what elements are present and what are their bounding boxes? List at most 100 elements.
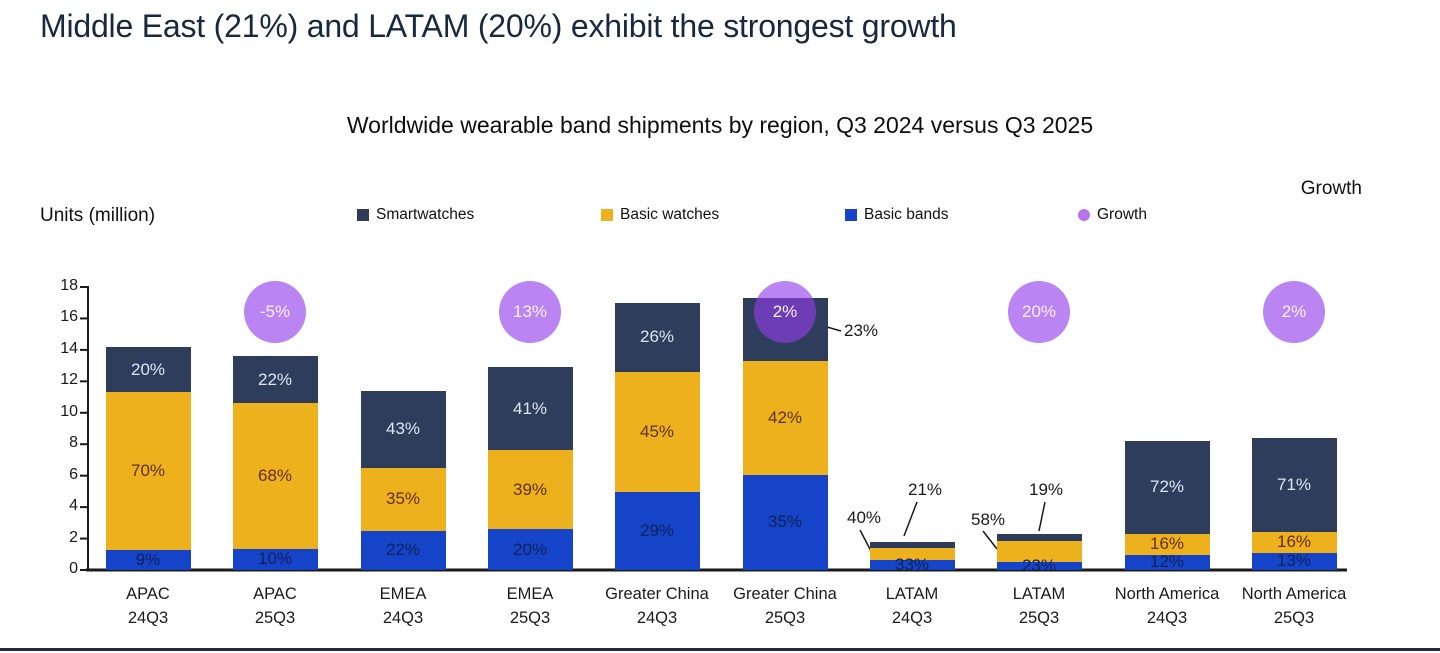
bar-segment-basic-bands: 9% (105, 549, 191, 570)
x-category-quarter: 25Q3 (764, 609, 806, 627)
x-category-region: LATAM (1012, 585, 1066, 603)
legend-item-label: Basic bands (864, 206, 949, 223)
segment-share-label: 16% (1276, 532, 1312, 552)
bar-segment-basic-bands: 22% (360, 530, 446, 570)
segment-share-label: 20% (130, 359, 166, 379)
x-category-quarter: 24Q3 (636, 609, 678, 627)
callout-leader-line (903, 501, 918, 537)
y-tick-label: 18 (60, 277, 78, 294)
growth-bubble: -5% (244, 281, 306, 343)
bar-apac-25q3: 10% 68% 22% (232, 356, 318, 570)
page-title: Middle East (21%) and LATAM (20%) exhibi… (40, 8, 957, 44)
x-category-label: North America 25Q3 (1219, 582, 1369, 630)
chart-title: Worldwide wearable band shipments by reg… (346, 112, 1094, 138)
x-category-region: LATAM (885, 585, 939, 603)
x-category-label: Greater China 24Q3 (582, 582, 732, 630)
x-category-label: EMEA 25Q3 (455, 582, 605, 630)
bar-emea-25q3: 20% 39% 41% (487, 367, 573, 570)
bar-segment-smartwatches (996, 533, 1082, 541)
x-category-label: North America 24Q3 (1092, 582, 1242, 630)
x-category-quarter: 24Q3 (1146, 609, 1188, 627)
x-category-region: North America (1241, 585, 1347, 603)
segment-share-label: 39% (512, 479, 548, 499)
bar-segment-basic-bands: 20% (487, 529, 573, 570)
segment-share-label: 43% (385, 419, 421, 439)
bar-segment-basic-bands: 23% (996, 556, 1082, 570)
legend-item-smartwatches: Smartwatches (357, 206, 474, 224)
segment-share-label: 12% (1149, 552, 1185, 570)
x-category-region: Greater China (733, 585, 837, 603)
segment-share-label: 29% (639, 521, 675, 541)
callout-share-label: 21% (907, 480, 943, 499)
segment-share-label: 22% (385, 540, 421, 560)
y-tick-label: 12 (60, 371, 78, 389)
bar-segment-basic-bands: 13% (1251, 551, 1337, 570)
x-category-quarter: 25Q3 (1273, 609, 1315, 627)
bar-segment-basic-watches: 45% (614, 372, 700, 493)
segment-share-label: 9% (135, 549, 161, 569)
segment-share-label: 22% (257, 369, 293, 389)
x-category-quarter: 25Q3 (1018, 609, 1060, 627)
growth-bubble: 20% (1008, 281, 1070, 343)
segment-share-label: 10% (257, 549, 293, 569)
y-tick-label: 4 (69, 497, 78, 515)
legend-square-marker-icon (357, 209, 369, 221)
bar-apac-24q3: 9% 70% 20% (105, 347, 191, 570)
growth-axis-label: Growth (1300, 178, 1362, 199)
segment-share-label: 70% (130, 461, 166, 481)
bar-north-america-25q3: 13% 16% 71% (1251, 437, 1337, 570)
segment-share-label: 13% (1276, 551, 1312, 570)
x-category-region: Greater China (605, 585, 709, 603)
bar-segment-basic-bands: 10% (232, 548, 318, 570)
growth-bubble: 13% (499, 281, 561, 343)
bar-segment-smartwatches: 71% (1251, 437, 1337, 532)
x-category-quarter: 24Q3 (891, 609, 933, 627)
x-category-region: APAC (253, 585, 297, 603)
bar-segment-basic-watches: 70% (105, 392, 191, 550)
bar-segment-basic-watches (996, 540, 1082, 562)
bar-segment-basic-watches (869, 548, 955, 561)
callout-share-label: 58% (970, 510, 1006, 529)
legend-circle-marker-icon (1078, 209, 1090, 221)
segment-share-label: 71% (1276, 474, 1312, 494)
segment-share-label: 16% (1149, 534, 1185, 554)
y-tick-label: 16 (60, 308, 78, 326)
legend-item-label: Basic watches (620, 206, 720, 223)
growth-bubble: 2% (754, 281, 816, 343)
x-category-quarter: 24Q3 (127, 609, 169, 627)
callout-leader-line (982, 530, 998, 550)
bar-latam-25q3: 23% (996, 533, 1082, 570)
segment-share-label: 23% (1021, 555, 1057, 570)
bar-segment-basic-bands: 12% (1124, 552, 1210, 570)
bar-segment-basic-bands: 33% (869, 555, 955, 570)
legend-item-growth: Growth (1078, 206, 1147, 224)
bar-segment-smartwatches (869, 541, 955, 549)
callout-leader-line (1038, 501, 1046, 532)
bar-segment-basic-bands: 29% (614, 492, 700, 570)
bar-emea-24q3: 22% 35% 43% (360, 390, 446, 570)
x-category-label: APAC 25Q3 (200, 582, 350, 630)
legend-square-marker-icon (601, 209, 613, 221)
x-category-region: EMEA (379, 585, 427, 603)
x-category-label: APAC 24Q3 (73, 582, 223, 630)
segment-share-label: 35% (385, 489, 421, 509)
y-tick-label: 8 (69, 434, 78, 452)
legend-square-marker-icon (845, 209, 857, 221)
segment-share-label: 33% (894, 555, 930, 570)
bar-segment-basic-watches: 35% (360, 467, 446, 531)
x-category-region: North America (1114, 585, 1220, 603)
bar-segment-smartwatches: 41% (487, 367, 573, 451)
y-tick-label: 2 (69, 528, 78, 546)
y-axis-units-label: Units (million) (40, 205, 156, 226)
y-tick-label: 14 (60, 339, 78, 357)
legend-item-basic-bands: Basic bands (845, 206, 948, 224)
bar-segment-basic-watches: 39% (487, 450, 573, 530)
x-category-region: APAC (126, 585, 170, 603)
bar-segment-smartwatches: 20% (105, 347, 191, 393)
bar-segment-smartwatches: 22% (232, 356, 318, 404)
segment-share-label: 72% (1149, 477, 1185, 497)
x-category-label: Greater China 25Q3 (710, 582, 860, 630)
x-category-quarter: 25Q3 (254, 609, 296, 627)
